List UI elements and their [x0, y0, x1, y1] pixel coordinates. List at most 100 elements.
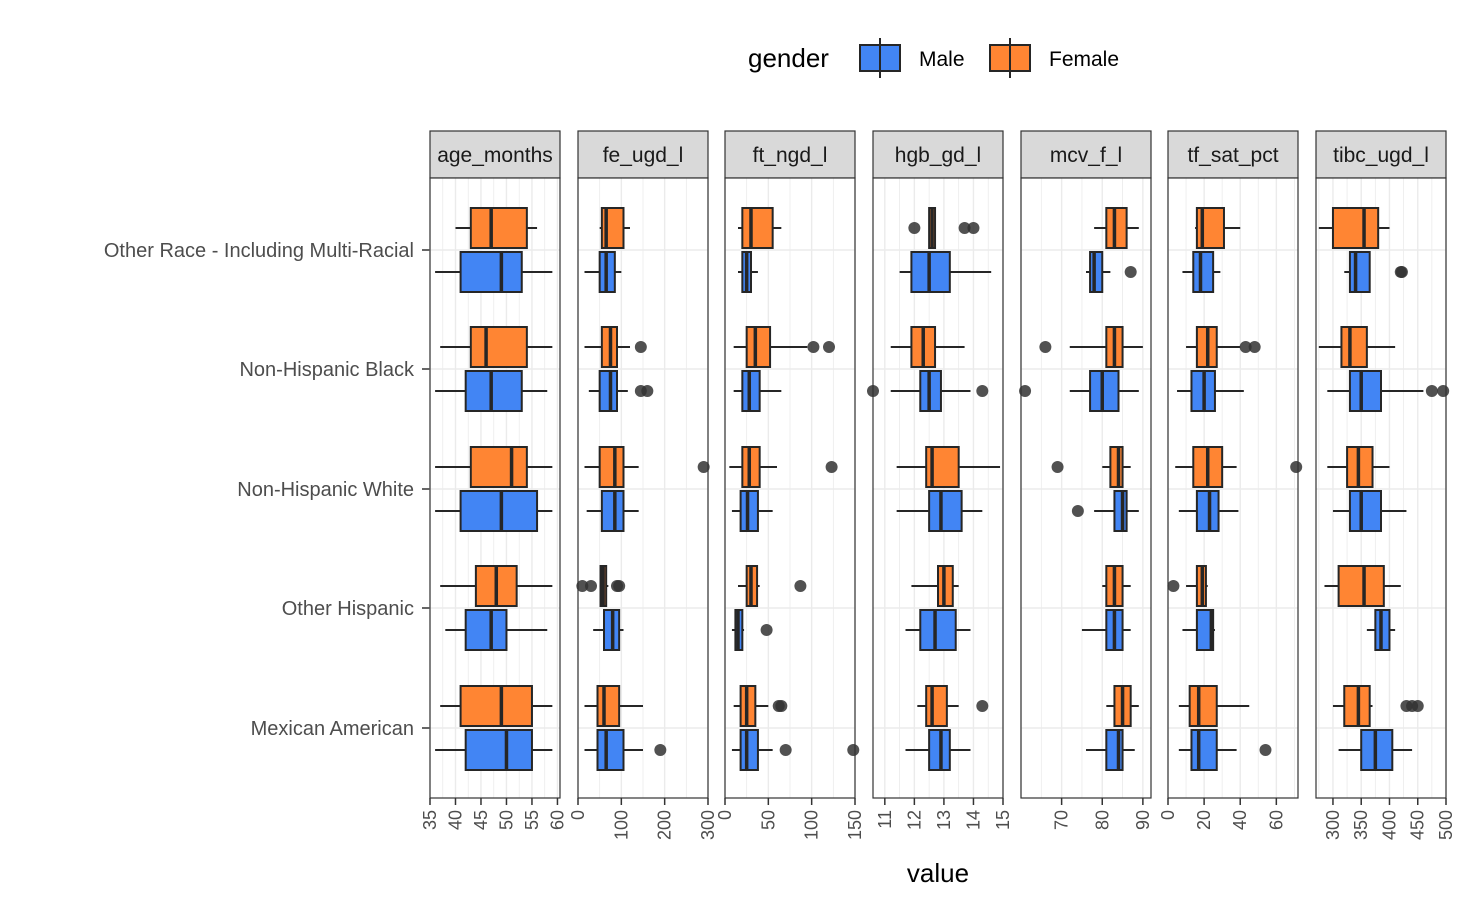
- box-male: [1086, 729, 1135, 771]
- box-male: [584, 729, 667, 771]
- x-axis: 70 80 90: [1052, 798, 1153, 830]
- x-axis-title: value: [907, 858, 969, 888]
- box-male: [1332, 490, 1407, 532]
- outlier-point: [1167, 580, 1180, 592]
- facet-tibc-ugd-l: tibc_ugd_l 300 350 400 450 500: [1315, 130, 1456, 840]
- outlier-point: [823, 341, 835, 353]
- box-male: [1182, 251, 1221, 293]
- box-body: [459, 685, 533, 727]
- legend-label-male: Male: [919, 48, 965, 71]
- box-female: [1332, 685, 1424, 727]
- y-tick-label: Other Hispanic: [282, 598, 414, 620]
- box-female: [1318, 207, 1390, 249]
- box-male: [1081, 609, 1131, 651]
- outlier-point: [654, 744, 667, 756]
- facet-strip: [577, 130, 709, 179]
- box-body: [1348, 370, 1383, 412]
- x-tick-label: 500: [1436, 810, 1456, 840]
- box-male: [731, 729, 860, 771]
- legend-label-female: Female: [1049, 48, 1119, 71]
- outlier-point: [585, 580, 597, 592]
- box-female: [1324, 565, 1401, 607]
- x-tick-label: 150: [845, 810, 865, 840]
- y-axis: Other Race - Including Multi-Racial Non-H…: [104, 240, 430, 740]
- x-tick-label: 450: [1408, 810, 1428, 840]
- panel-border: [872, 177, 1004, 799]
- outlier-point: [1259, 744, 1272, 756]
- outlier-point: [1019, 385, 1032, 397]
- box-male: [731, 609, 773, 651]
- y-tick-label: Mexican American: [251, 718, 414, 740]
- box-body: [745, 326, 772, 368]
- outlier-point: [847, 744, 860, 756]
- box-male: [435, 729, 553, 771]
- box-body: [596, 685, 621, 727]
- x-tick-label: 50: [758, 810, 778, 830]
- box-male: [899, 251, 992, 293]
- x-tick-label: 350: [1351, 810, 1371, 840]
- box-male: [1177, 370, 1244, 412]
- box-body: [598, 446, 625, 488]
- outlier-point: [779, 744, 792, 756]
- box-body: [596, 729, 625, 771]
- box-male: [905, 609, 971, 651]
- x-tick-label: 300: [1323, 810, 1343, 840]
- box-body: [600, 490, 625, 532]
- box-female: [440, 565, 553, 607]
- box-body: [1331, 207, 1380, 249]
- box-male: [445, 609, 548, 651]
- box-body: [469, 207, 528, 249]
- legend-title: gender: [748, 43, 829, 73]
- box-body: [1337, 565, 1385, 607]
- outlier-point: [1239, 341, 1252, 353]
- x-tick-label: 50: [496, 810, 516, 830]
- box-female: [1178, 685, 1250, 727]
- box-body: [1105, 207, 1128, 249]
- box-female: [1175, 446, 1303, 488]
- outlier-point: [1039, 341, 1052, 353]
- x-tick-label: 40: [445, 810, 465, 830]
- outlier-point: [634, 341, 647, 353]
- box-female: [599, 207, 630, 249]
- panel-border: [1020, 177, 1152, 799]
- panel-border: [577, 177, 709, 799]
- box-body: [1190, 729, 1218, 771]
- box-female: [440, 685, 553, 727]
- x-tick-label: 55: [522, 810, 542, 830]
- box-body: [464, 609, 508, 651]
- box-male: [1178, 729, 1272, 771]
- x-tick-label: 90: [1133, 810, 1153, 830]
- facet-ft-ngd-l: ft_ngd_l 0 50 100 150: [715, 130, 865, 840]
- outlier-point: [825, 461, 838, 473]
- box-female: [1102, 565, 1131, 607]
- facet-title: hgb_gd_l: [895, 144, 981, 167]
- facet-title: fe_ugd_l: [603, 144, 684, 167]
- outlier-point: [1071, 505, 1084, 517]
- box-female: [890, 326, 965, 368]
- box-female: [1051, 446, 1131, 488]
- facet-strip: [872, 130, 1004, 179]
- box-female: [896, 446, 1001, 488]
- y-tick-label: Non-Hispanic Black: [239, 359, 415, 381]
- outlier-point: [1124, 266, 1137, 278]
- legend-key-male: [859, 38, 901, 78]
- box-female: [1094, 207, 1139, 249]
- box-male: [1366, 609, 1396, 651]
- box-body: [919, 609, 957, 651]
- box-body: [1089, 370, 1120, 412]
- box-body: [1109, 446, 1124, 488]
- facet-strip: [1167, 130, 1299, 179]
- box-male: [1182, 609, 1215, 651]
- box-female: [1106, 685, 1139, 727]
- x-tick-label: 60: [1266, 810, 1286, 830]
- box-male: [738, 251, 758, 293]
- box-body: [469, 326, 528, 368]
- x-tick-label: 14: [963, 810, 983, 830]
- outlier-point: [1425, 385, 1438, 397]
- box-body: [925, 685, 948, 727]
- box-body: [1348, 490, 1383, 532]
- facet-strip: [1020, 130, 1152, 179]
- box-female: [1327, 446, 1390, 488]
- facet-title: age_months: [437, 144, 553, 167]
- outlier-point: [958, 222, 971, 234]
